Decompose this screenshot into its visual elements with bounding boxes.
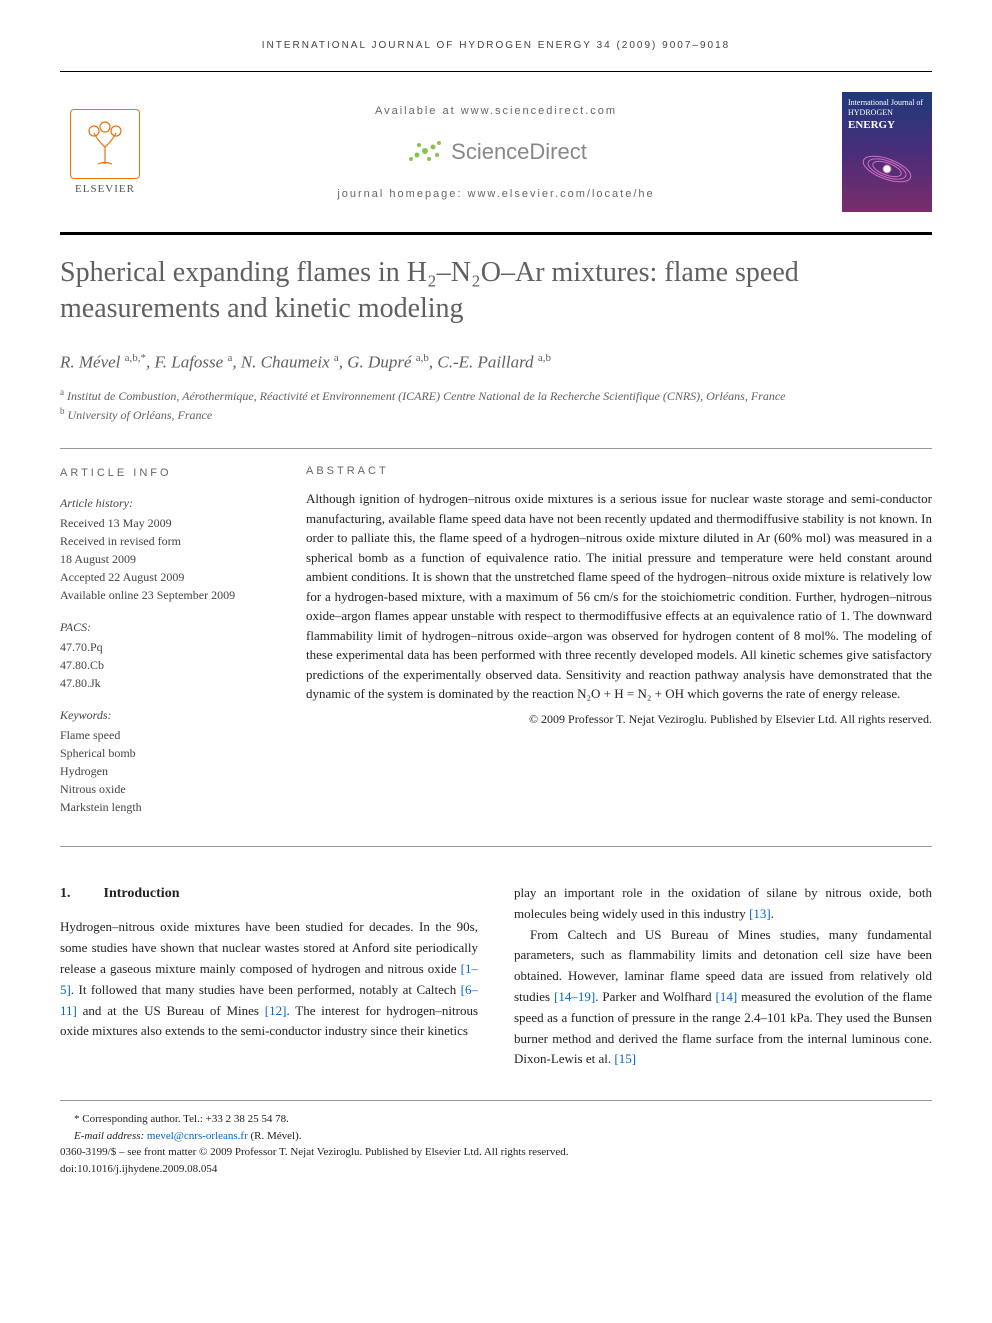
article-info: ARTICLE INFO Article history: Received 1… bbox=[60, 465, 270, 830]
affiliation-b: University of Orléans, France bbox=[68, 408, 213, 422]
revised-date: 18 August 2009 bbox=[60, 550, 270, 568]
ref-link[interactable]: [14] bbox=[716, 989, 738, 1004]
journal-cover-thumb: International Journal of HYDROGEN ENERGY bbox=[842, 92, 932, 212]
kw-5: Markstein length bbox=[60, 798, 270, 816]
cover-swirl-icon bbox=[848, 131, 926, 206]
issn-line: 0360-3199/$ – see front matter © 2009 Pr… bbox=[60, 1144, 932, 1161]
body-col-left: 1. Introduction Hydrogen–nitrous oxide m… bbox=[60, 883, 478, 1070]
section-heading: 1. Introduction bbox=[60, 883, 478, 905]
homepage-line: journal homepage: www.elsevier.com/locat… bbox=[170, 188, 822, 200]
intro-para-2: From Caltech and US Bureau of Mines stud… bbox=[514, 925, 932, 1071]
authors: R. Mével a,b,*, F. Lafosse a, N. Chaumei… bbox=[60, 352, 932, 373]
footer: * Corresponding author. Tel.: +33 2 38 2… bbox=[60, 1100, 932, 1177]
received-date: Received 13 May 2009 bbox=[60, 514, 270, 532]
intro-para-1: Hydrogen–nitrous oxide mixtures have bee… bbox=[60, 917, 478, 1042]
affiliation-a: Institut de Combustion, Aérothermique, R… bbox=[67, 389, 786, 403]
pacs-label: PACS: bbox=[60, 618, 270, 636]
article-title: Spherical expanding flames in H₂–N₂O–Ar … bbox=[60, 255, 932, 328]
available-at: Available at www.sciencedirect.com bbox=[170, 105, 822, 117]
elsevier-logo: ELSEVIER bbox=[60, 102, 150, 202]
kw-4: Nitrous oxide bbox=[60, 780, 270, 798]
abstract-heading: ABSTRACT bbox=[306, 465, 932, 477]
keywords-label: Keywords: bbox=[60, 706, 270, 724]
elsevier-tree-icon bbox=[70, 109, 140, 179]
cover-hydrogen: HYDROGEN bbox=[848, 108, 926, 118]
pacs-1: 47.70.Pq bbox=[60, 638, 270, 656]
body-columns: 1. Introduction Hydrogen–nitrous oxide m… bbox=[60, 883, 932, 1070]
corresponding-author: * Corresponding author. Tel.: +33 2 38 2… bbox=[74, 1111, 932, 1128]
doi-line: doi:10.1016/j.ijhydene.2009.08.054 bbox=[60, 1161, 932, 1178]
info-heading: ARTICLE INFO bbox=[60, 465, 270, 482]
running-header: INTERNATIONAL JOURNAL OF HYDROGEN ENERGY… bbox=[60, 40, 932, 51]
ref-link[interactable]: [12] bbox=[265, 1003, 287, 1018]
pacs-3: 47.80.Jk bbox=[60, 674, 270, 692]
ref-link[interactable]: [15] bbox=[614, 1051, 636, 1066]
intro-para-1-cont: play an important role in the oxidation … bbox=[514, 883, 932, 925]
abstract-copyright: © 2009 Professor T. Nejat Veziroglu. Pub… bbox=[306, 712, 932, 727]
section-title: Introduction bbox=[104, 886, 180, 901]
email-link[interactable]: mevel@cnrs-orleans.fr bbox=[147, 1130, 248, 1142]
cover-small-title: International Journal of bbox=[848, 98, 926, 108]
sciencedirect-logo: ScienceDirect bbox=[170, 135, 822, 170]
abstract-text: Although ignition of hydrogen–nitrous ox… bbox=[306, 489, 932, 704]
kw-3: Hydrogen bbox=[60, 762, 270, 780]
email-line: E-mail address: mevel@cnrs-orleans.fr (R… bbox=[74, 1128, 932, 1145]
body-col-right: play an important role in the oxidation … bbox=[514, 883, 932, 1070]
publisher-bar: ELSEVIER Available at www.sciencedirect.… bbox=[60, 71, 932, 235]
ref-link[interactable]: [14–19] bbox=[554, 989, 595, 1004]
info-abstract-row: ARTICLE INFO Article history: Received 1… bbox=[60, 448, 932, 847]
kw-1: Flame speed bbox=[60, 726, 270, 744]
sd-text: ScienceDirect bbox=[451, 139, 587, 165]
abstract-column: ABSTRACT Although ignition of hydrogen–n… bbox=[306, 465, 932, 830]
section-num: 1. bbox=[60, 883, 100, 905]
sd-dots-icon bbox=[405, 135, 445, 170]
ref-link[interactable]: [13] bbox=[749, 906, 771, 921]
elsevier-text: ELSEVIER bbox=[75, 183, 135, 195]
kw-2: Spherical bomb bbox=[60, 744, 270, 762]
accepted-date: Accepted 22 August 2009 bbox=[60, 568, 270, 586]
online-date: Available online 23 September 2009 bbox=[60, 586, 270, 604]
history-label: Article history: bbox=[60, 494, 270, 512]
center-block: Available at www.sciencedirect.com Scien… bbox=[170, 105, 822, 200]
revised-label: Received in revised form bbox=[60, 532, 270, 550]
affiliations: a Institut de Combustion, Aérothermique,… bbox=[60, 386, 932, 424]
cover-energy: ENERGY bbox=[848, 119, 926, 131]
pacs-2: 47.80.Cb bbox=[60, 656, 270, 674]
